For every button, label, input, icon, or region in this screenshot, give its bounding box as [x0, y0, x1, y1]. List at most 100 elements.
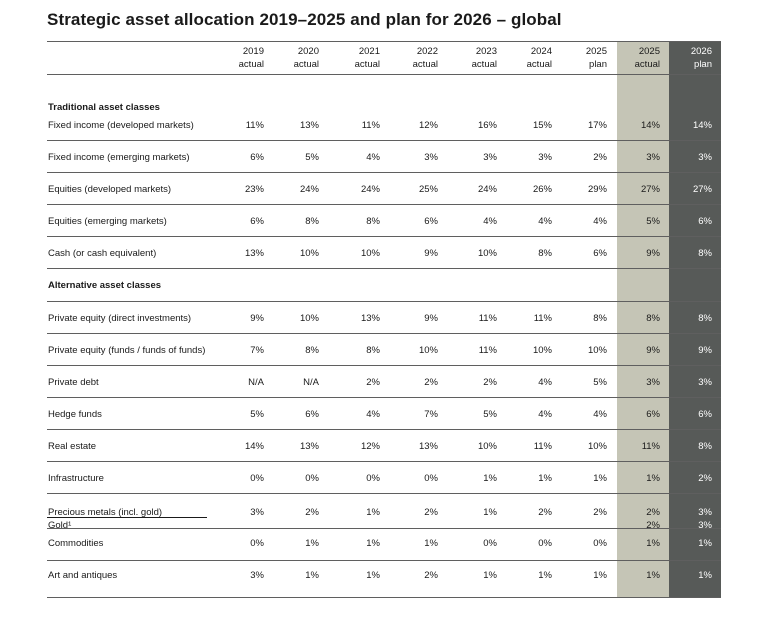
table-cell: 1% — [698, 570, 712, 581]
table-cell: 10% — [477, 441, 497, 452]
column-header: 2024 actual — [500, 45, 552, 71]
row-divider — [47, 204, 721, 205]
table-row: Private equity (direct investments) 9% 10%… — [0, 311, 769, 327]
table-cell: 2% — [698, 473, 712, 484]
table-cell: 11% — [533, 441, 552, 452]
table-cell: 0% — [483, 538, 497, 549]
table-cell: 0% — [250, 538, 264, 549]
table-cell: 8% — [698, 248, 712, 259]
row-label: Precious metals (incl. gold) — [48, 507, 163, 518]
table-cell: 8% — [305, 345, 319, 356]
section-header-row: Traditional asset classes — [0, 100, 769, 116]
table-cell: 8% — [698, 441, 712, 452]
table-cell: 2% — [593, 507, 607, 518]
row-label: Real estate — [48, 441, 97, 452]
table-cell: 1% — [646, 538, 660, 549]
row-label: Private debt — [48, 377, 99, 388]
table-row: Precious metals (incl. gold) 3% 2% 1% 2% 1% 2%… — [0, 505, 769, 521]
table-cell: 10% — [360, 248, 380, 259]
table-cell: 1% — [366, 570, 380, 581]
table-cell: 10% — [299, 248, 319, 259]
table-cell: 9% — [424, 313, 438, 324]
page-title: Strategic asset allocation 2019–2025 and… — [47, 10, 562, 29]
table-cell: 4% — [593, 216, 607, 227]
column-header-year: 2023 — [475, 46, 497, 57]
table-cell: 8% — [538, 248, 552, 259]
table-cell: 3% — [698, 507, 712, 518]
table-cell: 4% — [483, 216, 497, 227]
row-label: Cash (or cash equivalent) — [48, 248, 157, 259]
column-header: 2020 actual — [267, 45, 319, 71]
table-row: Real estate 14% 13% 12% 13% 10% 11% 10% 11% 8% — [0, 439, 769, 455]
table-cell: 5% — [483, 409, 497, 420]
table-cell: 1% — [483, 570, 497, 581]
table-row: Cash (or cash equivalent) 13% 10% 10% 9% 10% 8… — [0, 246, 769, 262]
row-label: Gold¹ — [48, 520, 72, 531]
row-label: Fixed income (emerging markets) — [48, 152, 190, 163]
table-cell: 1% — [305, 570, 319, 581]
table-cell: 4% — [366, 152, 380, 163]
column-header: 2019 actual — [212, 45, 264, 71]
table-cell: 10% — [587, 345, 607, 356]
table-cell: 2% — [366, 377, 380, 388]
table-cell: 3% — [424, 152, 438, 163]
table-row: Gold¹ 2% 3% — [0, 518, 769, 534]
table-cell: 2% — [424, 377, 438, 388]
table-cell: 23% — [244, 184, 264, 195]
table-cell: 11% — [361, 120, 380, 131]
column-header-type: actual — [526, 59, 552, 70]
table-cell: 7% — [250, 345, 264, 356]
table-cell: 29% — [587, 184, 607, 195]
table-cell: 11% — [245, 120, 264, 131]
table-cell: 1% — [483, 507, 497, 518]
table-cell: 12% — [418, 120, 438, 131]
table-cell: 6% — [424, 216, 438, 227]
column-header-type: actual — [412, 59, 438, 70]
section-label: Alternative asset classes — [48, 280, 162, 291]
row-label: Equities (emerging markets) — [48, 216, 167, 227]
table-cell: 10% — [587, 441, 607, 452]
column-shade-2026-plan — [669, 41, 721, 597]
table-row: Fixed income (developed markets) 11% 13% 11… — [0, 118, 769, 134]
table-cell: 17% — [587, 120, 607, 131]
column-header-type: actual — [354, 59, 380, 70]
column-header-type: actual — [293, 59, 319, 70]
row-divider — [47, 365, 721, 366]
column-header: 2026 plan — [660, 45, 712, 71]
table-cell: 1% — [366, 507, 380, 518]
table-cell: 10% — [477, 248, 497, 259]
table-cell: 2% — [646, 520, 660, 531]
table-cell: 1% — [538, 570, 552, 581]
table-cell: 3% — [698, 520, 712, 531]
table-cell: 1% — [538, 473, 552, 484]
column-header-year: 2025 — [585, 46, 607, 57]
table-cell: 13% — [299, 120, 319, 131]
table-cell: 8% — [305, 216, 319, 227]
column-shade-2025-actual — [617, 41, 669, 597]
table-cell: 1% — [305, 538, 319, 549]
table-cell: 1% — [483, 473, 497, 484]
table-cell: 15% — [532, 120, 552, 131]
column-header-year: 2024 — [530, 46, 552, 57]
table-row: Equities (developed markets) 23% 24% 24% 25%… — [0, 182, 769, 198]
table-cell: 1% — [593, 570, 607, 581]
column-header-type: actual — [634, 59, 660, 70]
table-cell: 3% — [538, 152, 552, 163]
column-header: 2023 actual — [445, 45, 497, 71]
table-cell: 2% — [538, 507, 552, 518]
table-cell: 4% — [593, 409, 607, 420]
table-cell: 7% — [424, 409, 438, 420]
table-cell: 2% — [593, 152, 607, 163]
table-cell: 8% — [646, 313, 660, 324]
table-cell: 4% — [538, 216, 552, 227]
precious-metals-underline — [47, 517, 207, 518]
table-cell: 26% — [532, 184, 552, 195]
table-cell: 6% — [593, 248, 607, 259]
row-divider — [47, 560, 721, 561]
table-row: Fixed income (emerging markets) 6% 5% 4% 3% 3… — [0, 150, 769, 166]
table-cell: 25% — [418, 184, 438, 195]
row-divider — [47, 301, 721, 302]
table-cell: 6% — [646, 409, 660, 420]
table-cell: 14% — [244, 441, 264, 452]
